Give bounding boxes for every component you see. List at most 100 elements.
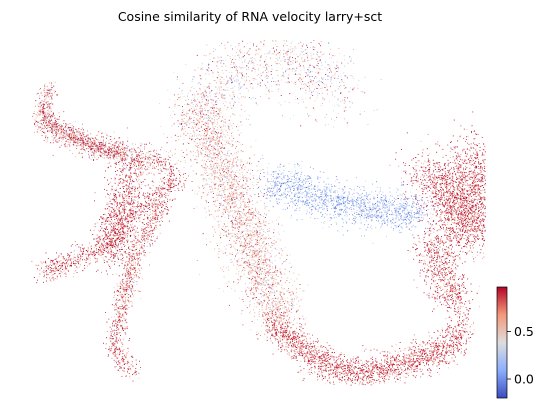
scatter-point [94,230,95,231]
scatter-point [69,127,70,128]
scatter-point [122,227,123,228]
scatter-point [57,123,58,124]
scatter-point [106,141,107,142]
scatter-point [134,173,135,174]
scatter-point [116,305,117,306]
scatter-point [119,149,120,150]
scatter-point [74,250,75,251]
scatter-point [112,331,113,332]
scatter-point [125,357,126,358]
scatter-point [139,211,140,212]
scatter-point [126,287,127,288]
scatter-point [144,164,145,165]
scatter-point [112,238,113,239]
scatter-point [167,175,168,176]
scatter-point [117,307,118,308]
scatter-point [242,166,243,167]
scatter-point [63,258,64,259]
scatter-point [148,218,149,219]
scatter-point [167,199,168,200]
scatter-point [91,155,92,156]
scatter-point [270,313,271,314]
scatter-point [160,168,161,169]
scatter-point [116,216,117,217]
scatter-point [222,251,223,252]
scatter-point [115,142,116,143]
scatter-point [136,249,137,250]
scatter-point [121,240,122,241]
scatter-point [138,201,139,202]
scatter-point [114,307,115,308]
scatter-point [165,187,166,188]
scatter-point [172,155,173,156]
scatter-point [117,250,118,251]
scatter-point [51,120,52,121]
scatter-point [146,174,147,175]
scatter-point [74,131,75,132]
scatter-point [42,124,43,125]
scatter-point [133,213,134,214]
scatter-point [116,366,117,367]
scatter-point [257,265,258,266]
scatter-point [270,294,271,295]
scatter-point [51,265,52,266]
scatter-point [111,244,112,245]
scatter-point [90,148,91,149]
scatter-point [137,254,138,255]
scatter-point [240,279,241,280]
scatter-point [150,228,151,229]
scatter-point [41,93,42,94]
scatter-point [118,361,119,362]
scatter-point [49,131,50,132]
scatter-point [75,241,76,242]
scatter-point [117,233,118,234]
scatter-point [116,349,117,350]
scatter-point [149,194,150,195]
scatter-point [122,344,123,345]
scatter-point [132,303,133,304]
scatter-point [154,217,155,218]
scatter-point [139,252,140,253]
scatter-point [49,121,50,122]
scatter-point [115,208,116,209]
scatter-point [110,240,111,241]
scatter-point [242,231,243,232]
scatter-point [114,287,115,288]
scatter-point [47,107,48,108]
scatter-point [120,142,121,143]
scatter-point [129,273,130,274]
scatter-point [175,190,176,191]
scatter-point [93,154,94,155]
scatter-point [59,119,60,120]
scatter-point [49,93,50,94]
scatter-point [104,177,105,178]
scatter-point [111,226,112,227]
scatter-point [103,247,104,248]
scatter-point [55,271,56,272]
scatter-point [143,209,144,210]
scatter-point [227,226,228,227]
scatter-point [124,155,125,156]
scatter-point [118,185,119,186]
scatter-point [43,109,44,110]
scatter-point [120,155,121,156]
scatter-point [268,314,269,315]
scatter-point [91,254,92,255]
scatter-point [128,299,129,300]
scatter-point [90,246,91,247]
scatter-point [122,149,123,150]
scatter-point [123,211,124,212]
scatter-point [119,316,120,317]
scatter-point [110,217,111,218]
scatter-point [59,116,60,117]
scatter-point [115,255,116,256]
scatter-point [105,233,106,234]
scatter-point [242,194,243,195]
scatter-point [90,149,91,150]
scatter-point [141,173,142,174]
scatter-point [82,128,83,129]
scatter-point [112,323,113,324]
scatter-point [49,115,50,116]
scatter-point [159,212,160,213]
